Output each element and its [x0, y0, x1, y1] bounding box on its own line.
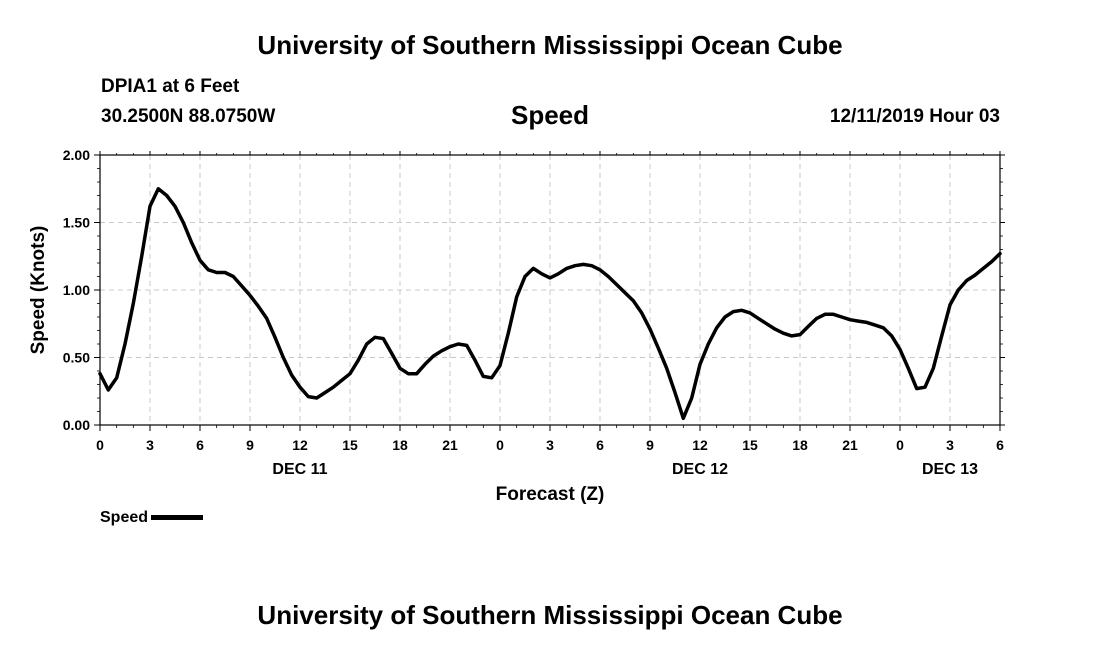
x-tick-label: 12: [692, 437, 708, 453]
x-tick-label: 9: [646, 437, 654, 453]
series-line-speed: [98, 187, 1002, 421]
x-tick-label: 3: [546, 437, 554, 453]
y-tick-label: 1.00: [63, 282, 90, 298]
x-tick-label: 3: [146, 437, 154, 453]
legend: Speed: [100, 509, 204, 527]
x-tick-label: 3: [946, 437, 954, 453]
x-tick-label: 15: [742, 437, 758, 453]
station-label: DPIA1 at 6 Feet: [101, 76, 240, 97]
x-tick-label: 15: [342, 437, 358, 453]
x-tick-label: 6: [196, 437, 204, 453]
x-tick-label: 21: [442, 437, 458, 453]
x-tick-label: 12: [292, 437, 308, 453]
x-tick-label: 9: [246, 437, 254, 453]
day-label: DEC 11: [272, 461, 327, 478]
coordinates-label: 30.2500N 88.0750W: [101, 106, 276, 127]
y-tick-label: 0.50: [63, 350, 90, 366]
x-tick-label: 0: [96, 437, 104, 453]
chart-footer-title: University of Southern Mississippi Ocean…: [257, 600, 843, 630]
x-tick-label: 6: [996, 437, 1004, 453]
legend-line-swatch: [151, 515, 204, 521]
x-tick-label: 0: [896, 437, 904, 453]
y-tick-label: 1.50: [63, 215, 90, 231]
x-tick-label: 0: [496, 437, 504, 453]
y-tick-label: 2.00: [63, 147, 90, 163]
x-tick-label: 18: [792, 437, 808, 453]
chart-header-title: University of Southern Mississippi Ocean…: [257, 30, 843, 60]
y-axis-label: Speed (Knots): [28, 226, 49, 355]
chart-title: Speed: [510, 100, 590, 130]
day-label: DEC 12: [672, 461, 728, 478]
datetime-label: 12/11/2019 Hour 03: [829, 106, 1000, 127]
legend-label: Speed: [100, 509, 149, 526]
x-axis-label: Forecast (Z): [496, 484, 605, 505]
day-label: DEC 13: [922, 461, 978, 478]
x-tick-label: 6: [596, 437, 604, 453]
y-tick-label: 0.00: [63, 417, 90, 433]
x-tick-label: 18: [392, 437, 408, 453]
x-tick-label: 21: [842, 437, 858, 453]
